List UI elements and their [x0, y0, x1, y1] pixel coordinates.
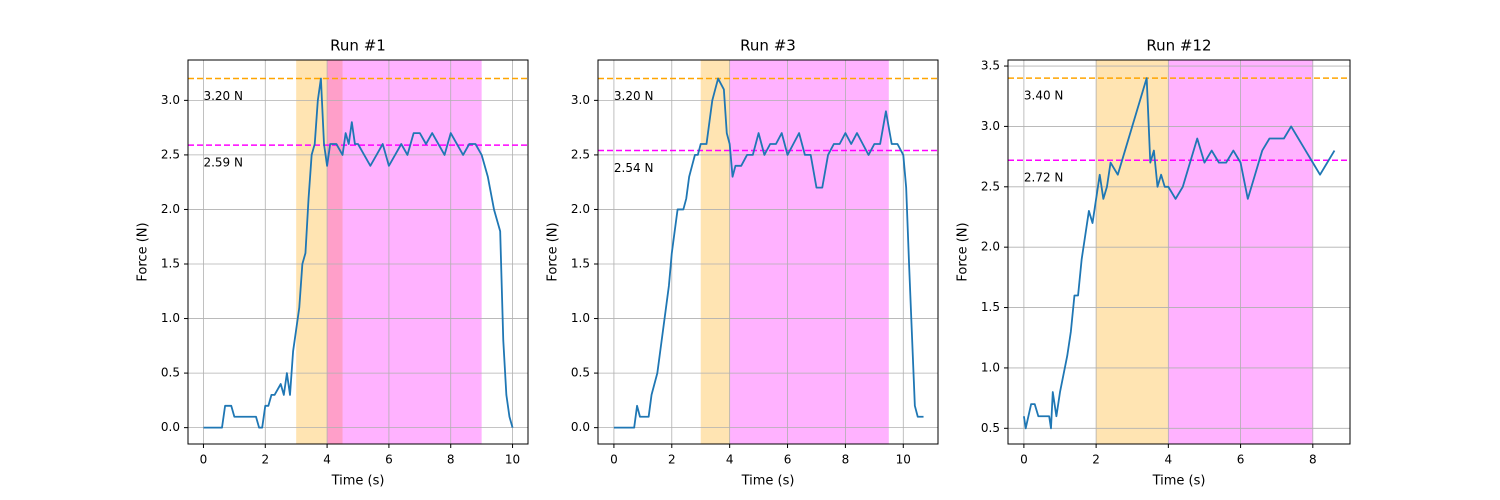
- data-line: [613, 77, 924, 429]
- x-tick-label: 6: [385, 453, 393, 467]
- shaded-span: [1096, 60, 1169, 444]
- y-tick-label: 3.0: [161, 93, 180, 107]
- shaded-span: [729, 60, 889, 444]
- reference-label: 3.20 N: [203, 89, 243, 103]
- x-axis-label: Time (s): [331, 474, 385, 489]
- y-tick-label: 1.0: [571, 311, 590, 325]
- y-tick-label: 2.5: [161, 147, 180, 161]
- y-tick-label: 0.0: [161, 420, 180, 434]
- reference-label: 2.72 N: [1024, 171, 1064, 185]
- x-tick-label: 10: [505, 453, 520, 467]
- shaded-span: [700, 60, 730, 444]
- y-tick-label: 1.5: [981, 300, 1000, 314]
- y-tick-label: 2.0: [571, 202, 590, 216]
- x-tick-label: 4: [1165, 453, 1173, 467]
- y-tick-label: 3.0: [981, 119, 1000, 133]
- data-line: [1022, 77, 1336, 430]
- y-axis-label: Force (N): [546, 222, 561, 281]
- y-tick-label: 0.5: [981, 421, 1000, 435]
- y-axis-label: Force (N): [136, 222, 151, 281]
- x-axis-label: Time (s): [1152, 474, 1206, 489]
- chart-title: Run #3: [740, 37, 796, 55]
- x-tick-label: 8: [1309, 453, 1317, 467]
- y-tick-label: 1.0: [981, 360, 1000, 374]
- shaded-span: [327, 60, 482, 444]
- x-tick-label: 2: [668, 453, 676, 467]
- reference-label: 3.40 N: [1024, 89, 1064, 103]
- data-line: [203, 77, 514, 429]
- x-tick-label: 0: [1020, 453, 1028, 467]
- y-tick-label: 1.0: [161, 311, 180, 325]
- y-tick-label: 2.0: [981, 240, 1000, 254]
- chart-title: Run #1: [330, 37, 386, 55]
- axes-frame: [187, 59, 529, 445]
- axes-frame: [1007, 59, 1351, 445]
- x-tick-label: 6: [784, 453, 792, 467]
- x-tick-label: 8: [842, 453, 850, 467]
- y-tick-label: 1.5: [161, 257, 180, 271]
- y-tick-label: 2.5: [571, 147, 590, 161]
- x-tick-label: 2: [261, 453, 269, 467]
- shaded-span: [296, 60, 343, 444]
- x-tick-label: 0: [200, 453, 208, 467]
- y-tick-label: 0.5: [161, 366, 180, 380]
- reference-label: 3.20 N: [614, 89, 654, 103]
- axes-frame: [597, 59, 939, 445]
- y-tick-label: 0.0: [571, 420, 590, 434]
- y-tick-label: 2.5: [981, 179, 1000, 193]
- x-tick-label: 6: [1237, 453, 1245, 467]
- reference-label: 2.59 N: [203, 156, 243, 170]
- chart-title: Run #12: [1146, 37, 1211, 55]
- x-tick-label: 8: [447, 453, 455, 467]
- reference-label: 2.54 N: [614, 161, 654, 175]
- x-tick-label: 4: [726, 453, 734, 467]
- x-tick-label: 0: [610, 453, 618, 467]
- y-tick-label: 2.0: [161, 202, 180, 216]
- x-axis-label: Time (s): [741, 474, 795, 489]
- x-tick-label: 10: [896, 453, 911, 467]
- y-axis-label: Force (N): [956, 222, 971, 281]
- y-tick-label: 0.5: [571, 366, 590, 380]
- y-tick-label: 1.5: [571, 257, 590, 271]
- y-tick-label: 3.5: [981, 59, 1000, 73]
- x-tick-label: 4: [323, 453, 331, 467]
- x-tick-label: 2: [1092, 453, 1100, 467]
- y-tick-label: 3.0: [571, 93, 590, 107]
